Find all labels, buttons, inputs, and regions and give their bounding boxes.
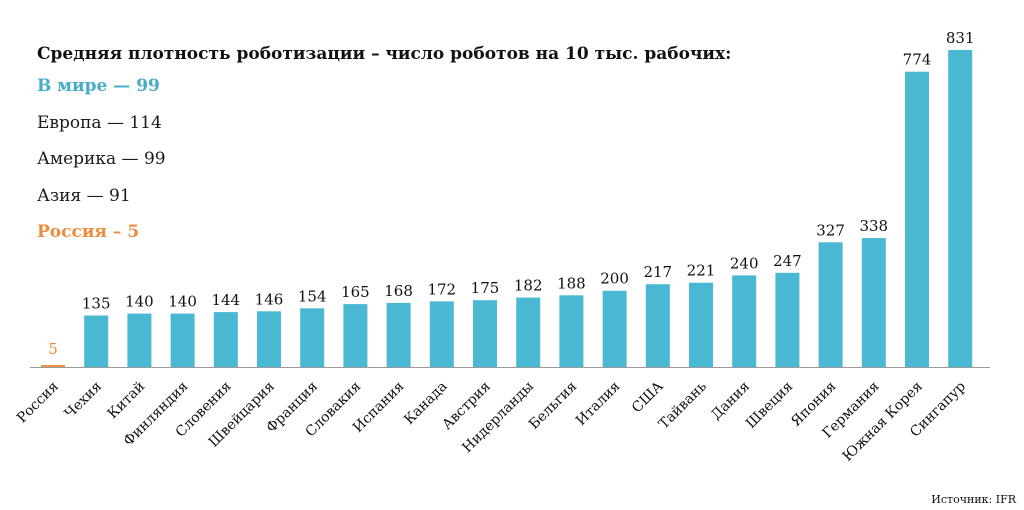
value-label: 172 [427, 280, 456, 298]
bar [429, 301, 454, 367]
value-label: 338 [859, 217, 888, 235]
legend-world: В мире — 99 [37, 76, 160, 96]
value-label: 168 [384, 282, 413, 300]
category-label: США [629, 378, 667, 416]
value-label: 327 [816, 221, 845, 239]
bar [559, 295, 584, 367]
category-label: Россия [14, 378, 62, 426]
value-label: 200 [600, 270, 629, 288]
category-label: Китай [105, 379, 149, 423]
category-label: Чехия [62, 378, 105, 421]
bar [343, 304, 368, 367]
bar [84, 315, 109, 367]
legend-russia: Россия – 5 [37, 222, 140, 242]
value-label: 146 [255, 290, 284, 308]
value-label: 144 [211, 291, 240, 309]
value-label: 188 [557, 274, 586, 292]
bar [818, 242, 843, 367]
bar [732, 275, 757, 367]
value-label: 774 [903, 51, 932, 69]
value-label: 175 [471, 279, 500, 297]
bar [645, 284, 670, 367]
source-note: Источник: IFR [931, 493, 1016, 506]
category-label: Тайвань [656, 378, 710, 432]
value-label: 154 [298, 287, 327, 305]
value-label: 240 [730, 254, 759, 272]
category-label: Бельгия [526, 378, 580, 432]
legend-asia: Азия — 91 [37, 185, 131, 206]
value-label: 165 [341, 283, 370, 301]
legend-europe: Европа — 114 [37, 112, 162, 133]
bar [861, 238, 886, 367]
bar [386, 302, 411, 367]
category-label: Швеция [743, 378, 796, 431]
bar [905, 71, 929, 367]
chart-title: Средняя плотность роботизации – число ро… [37, 44, 732, 64]
bar [257, 311, 281, 367]
bar [127, 313, 152, 367]
value-label: 135 [82, 295, 111, 313]
value-label: 182 [514, 277, 543, 295]
bar [948, 50, 973, 367]
legend-block: Средняя плотность роботизации – число ро… [37, 40, 757, 251]
value-label: 217 [643, 263, 672, 281]
value-label: 5 [48, 340, 58, 358]
bar [602, 290, 627, 367]
category-label: Южная Корея [840, 378, 926, 464]
bar [775, 272, 800, 367]
bar [41, 365, 65, 367]
bar [516, 297, 541, 367]
bar [170, 313, 195, 367]
bar [473, 300, 497, 367]
bar [689, 282, 713, 367]
value-label: 221 [687, 262, 716, 280]
value-label: 140 [125, 293, 154, 311]
category-label: Италия [573, 378, 624, 429]
value-label: 831 [946, 29, 975, 47]
bar [300, 308, 325, 367]
legend-america: Америка — 99 [37, 149, 166, 169]
value-label: 247 [773, 252, 802, 270]
value-label: 140 [168, 293, 197, 311]
bar [213, 312, 238, 367]
